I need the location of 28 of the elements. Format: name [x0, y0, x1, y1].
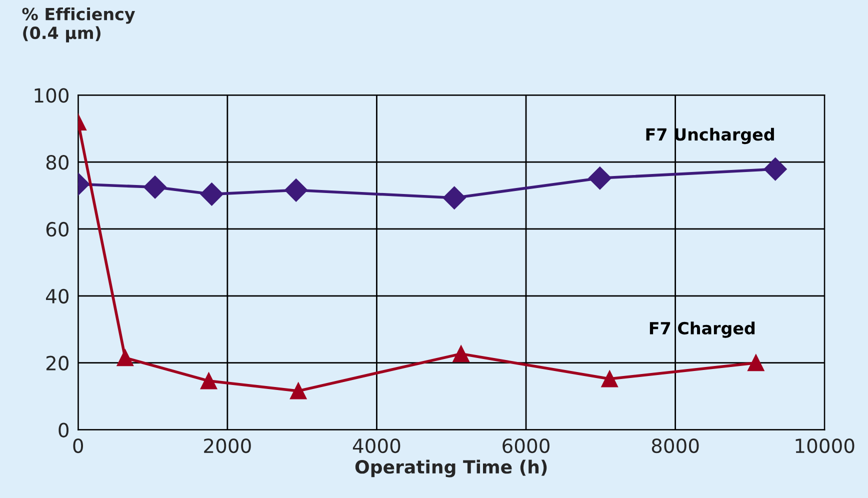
y-tick-label: 100	[34, 88, 68, 103]
point	[601, 370, 618, 388]
point	[588, 166, 612, 190]
point	[200, 372, 218, 390]
x-tick-label: 10000	[796, 438, 854, 454]
point	[764, 158, 787, 181]
series-label: F7 Uncharged	[646, 128, 774, 144]
x-tick-label: 0	[73, 438, 84, 454]
point	[442, 186, 466, 210]
x-tick-label: 6000	[502, 438, 550, 454]
point	[748, 354, 764, 372]
point	[200, 182, 224, 206]
point	[116, 349, 134, 366]
y-tick-label: 80	[46, 155, 68, 170]
y-axis-title: % Efficiency (0.4 µm)	[22, 7, 136, 42]
x-tick-label: 8000	[652, 438, 699, 454]
series-label: F7 Charged	[650, 322, 755, 338]
x-tick-label: 2000	[204, 438, 251, 454]
y-tick-label: 20	[46, 356, 68, 371]
y-tick-label: 60	[46, 222, 68, 237]
y-tick-label: 40	[46, 288, 68, 304]
point	[290, 382, 307, 400]
y-tick-label: 0	[58, 422, 68, 438]
point	[144, 176, 167, 199]
x-axis-title: Operating Time (h)	[355, 460, 547, 478]
point	[284, 178, 308, 202]
point	[452, 345, 470, 362]
x-tick-label: 4000	[352, 438, 400, 454]
